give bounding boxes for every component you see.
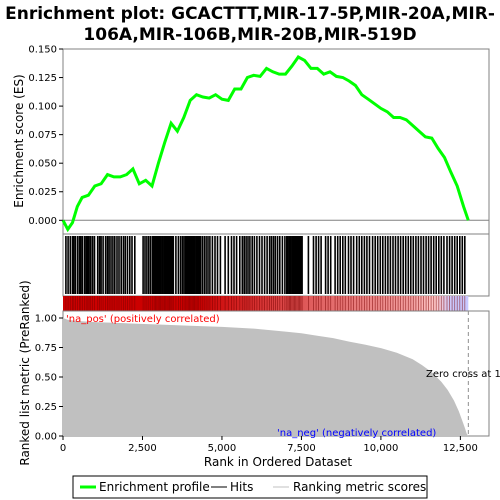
x-tick-label: 10,000 bbox=[363, 443, 398, 454]
es-y-tick-label: 0.050 bbox=[28, 159, 57, 170]
metric-y-tick-label: 1.00 bbox=[35, 314, 57, 325]
metric-y-tick-label: 0.00 bbox=[35, 432, 57, 443]
x-tick-label: 5,000 bbox=[208, 443, 237, 454]
es-y-tick-label: 0.100 bbox=[28, 102, 57, 113]
metric-panel: 0.00 0.25 0.50 0.75 1.00 0 2,500 5,000 7,500 10,… bbox=[18, 280, 500, 469]
x-tick-label: 0 bbox=[60, 443, 66, 454]
enrichment-profile-line bbox=[61, 55, 470, 233]
zero-cross-label: Zero cross at 1 bbox=[426, 369, 500, 380]
negative-correlation-label: 'na_neg' (negatively correlated) bbox=[277, 428, 436, 439]
x-tick-label: 7,500 bbox=[287, 443, 316, 454]
es-y-tick-label: 0.000 bbox=[28, 216, 57, 227]
chart-title-line-2: 106A,MIR-106B,MIR-20B,MIR-519D bbox=[83, 25, 416, 45]
legend-metric-label: Ranking metric scores bbox=[293, 480, 426, 494]
hit-lines bbox=[65, 236, 466, 294]
es-y-axis-label: Enrichment score (ES) bbox=[12, 74, 26, 207]
es-y-tick-label: 0.125 bbox=[28, 73, 57, 84]
legend: Enrichment profile Hits Ranking metric s… bbox=[72, 475, 428, 499]
metric-x-ticks: 0 2,500 5,000 7,500 10,000 12,500 bbox=[60, 436, 478, 454]
x-axis-label: Rank in Ordered Dataset bbox=[204, 455, 352, 469]
chart-title-line-1: Enrichment plot: GCACTTT,MIR-17-5P,MIR-2… bbox=[5, 4, 495, 24]
metric-y-tick-label: 0.50 bbox=[35, 373, 57, 384]
heat-bar-hit-ticks bbox=[65, 296, 466, 311]
es-y-tick-label: 0.075 bbox=[28, 130, 57, 141]
hits-panel bbox=[62, 233, 490, 297]
heat-panel bbox=[63, 296, 469, 311]
ranking-metric-area bbox=[63, 318, 469, 436]
legend-enrichment-label: Enrichment profile bbox=[99, 480, 210, 494]
es-y-tick-label: 0.025 bbox=[28, 187, 57, 198]
es-y-tick-label: 0.150 bbox=[28, 45, 57, 56]
metric-y-ticks: 0.00 0.25 0.50 0.75 1.00 bbox=[35, 314, 63, 443]
es-panel-frame bbox=[62, 48, 490, 235]
legend-hits-label: Hits bbox=[230, 480, 253, 494]
metric-y-tick-label: 0.75 bbox=[35, 343, 57, 354]
metric-y-axis-label: Ranked list metric (PreRanked) bbox=[18, 280, 32, 465]
x-tick-label: 2,500 bbox=[128, 443, 157, 454]
legend-frame bbox=[72, 475, 428, 499]
metric-y-tick-label: 0.25 bbox=[35, 402, 57, 413]
es-panel: 0.000 0.025 0.050 0.075 0.100 0.125 0.150 Enri… bbox=[12, 45, 490, 235]
x-tick-label: 12,500 bbox=[443, 443, 478, 454]
positive-correlation-label: 'na_pos' (positively correlated) bbox=[66, 314, 220, 325]
es-y-ticks: 0.000 0.025 0.050 0.075 0.100 0.125 0.150 bbox=[28, 45, 63, 227]
